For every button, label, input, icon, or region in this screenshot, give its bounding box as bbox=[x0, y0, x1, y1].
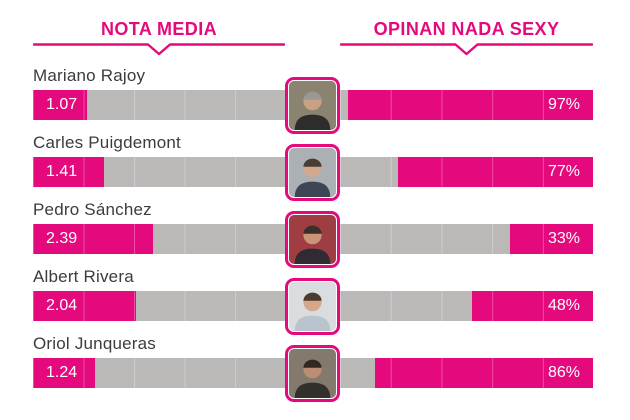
politician-row: Mariano Rajoy 1.07 97% bbox=[33, 65, 593, 134]
nota-media-bar: 1.07 bbox=[33, 90, 285, 120]
nada-sexy-fill: 97% bbox=[347, 90, 593, 120]
nota-media-fill: 1.24 bbox=[33, 358, 96, 388]
nota-media-value-label: 1.07 bbox=[46, 96, 78, 113]
right-axis-header: OPINAN NADA SEXY bbox=[340, 19, 593, 56]
right-axis-title: OPINAN NADA SEXY bbox=[373, 19, 560, 39]
nota-media-fill: 2.04 bbox=[33, 291, 136, 321]
nota-media-value-label: 1.41 bbox=[46, 163, 78, 180]
nota-media-fill: 1.41 bbox=[33, 157, 105, 187]
photo-hair bbox=[303, 292, 322, 301]
photo-body bbox=[294, 248, 331, 264]
bar-pair: 2.39 33% bbox=[33, 210, 593, 268]
photo-hair bbox=[303, 225, 322, 234]
politician-name: Mariano Rajoy bbox=[33, 66, 146, 85]
politician-photo-frame bbox=[285, 277, 340, 335]
bar-pair: 1.24 86% bbox=[33, 344, 593, 402]
politician-name: Carles Puigdemont bbox=[33, 133, 181, 152]
person-portrait-icon bbox=[289, 214, 336, 264]
nota-media-bar: 2.04 bbox=[33, 291, 285, 321]
politician-row: Pedro Sánchez 2.39 33% bbox=[33, 199, 593, 268]
photo-hair bbox=[303, 158, 322, 167]
nada-sexy-fill: 77% bbox=[398, 157, 593, 187]
nada-sexy-bar: 97% bbox=[340, 90, 593, 120]
header-spacer bbox=[285, 19, 340, 56]
politician-name: Pedro Sánchez bbox=[33, 200, 152, 219]
photo-body bbox=[294, 114, 331, 130]
nada-sexy-percent-label: 77% bbox=[547, 163, 580, 180]
politician-photo-frame bbox=[285, 143, 340, 201]
left-title-underline-pointer bbox=[33, 43, 285, 56]
nada-sexy-fill: 33% bbox=[509, 224, 593, 254]
rows: Mariano Rajoy 1.07 97% bbox=[33, 65, 593, 402]
nota-media-fill: 1.07 bbox=[33, 90, 87, 120]
left-axis-header: NOTA MEDIA bbox=[33, 19, 285, 56]
nota-media-bar: 2.39 bbox=[33, 224, 285, 254]
nada-sexy-bar: 77% bbox=[340, 157, 593, 187]
person-portrait-icon bbox=[289, 147, 336, 197]
nada-sexy-percent-label: 97% bbox=[547, 96, 580, 113]
person-portrait-icon bbox=[289, 80, 336, 130]
nada-sexy-percent-label: 48% bbox=[547, 297, 580, 314]
nota-media-value-label: 1.24 bbox=[46, 364, 78, 381]
bar-pair: 1.07 97% bbox=[33, 76, 593, 134]
person-portrait-icon bbox=[289, 348, 336, 398]
politician-row: Carles Puigdemont 1.41 77% bbox=[33, 132, 593, 201]
nota-media-bar: 1.41 bbox=[33, 157, 285, 187]
nada-sexy-fill: 86% bbox=[375, 358, 593, 388]
right-title-underline-pointer bbox=[340, 43, 593, 56]
photo-hair bbox=[303, 359, 322, 368]
politician-name: Albert Rivera bbox=[33, 267, 134, 286]
nada-sexy-bar: 86% bbox=[340, 358, 593, 388]
nota-media-value-label: 2.39 bbox=[46, 230, 78, 247]
bar-pair: 2.04 48% bbox=[33, 277, 593, 335]
politician-photo-frame bbox=[285, 210, 340, 268]
nada-sexy-percent-label: 33% bbox=[547, 230, 580, 247]
legend-header: NOTA MEDIA OPINAN NADA SEXY bbox=[33, 0, 593, 56]
politician-photo-frame bbox=[285, 344, 340, 402]
photo-body bbox=[294, 315, 331, 331]
politician-name: Oriol Junqueras bbox=[33, 334, 157, 353]
nota-media-bar: 1.24 bbox=[33, 358, 285, 388]
nada-sexy-percent-label: 86% bbox=[547, 364, 580, 381]
photo-body bbox=[294, 181, 331, 197]
nota-media-fill: 2.39 bbox=[33, 224, 154, 254]
photo-hair bbox=[303, 91, 322, 100]
politician-photo-frame bbox=[285, 76, 340, 134]
person-portrait-icon bbox=[289, 281, 336, 331]
nada-sexy-bar: 48% bbox=[340, 291, 593, 321]
politician-row: Oriol Junqueras 1.24 86% bbox=[33, 333, 593, 402]
nada-sexy-bar: 33% bbox=[340, 224, 593, 254]
nada-sexy-fill: 48% bbox=[471, 291, 593, 321]
left-axis-title: NOTA MEDIA bbox=[101, 19, 217, 39]
bar-pair: 1.41 77% bbox=[33, 143, 593, 201]
politician-row: Albert Rivera 2.04 48% bbox=[33, 266, 593, 335]
photo-body bbox=[294, 382, 331, 398]
nota-media-value-label: 2.04 bbox=[46, 297, 78, 314]
